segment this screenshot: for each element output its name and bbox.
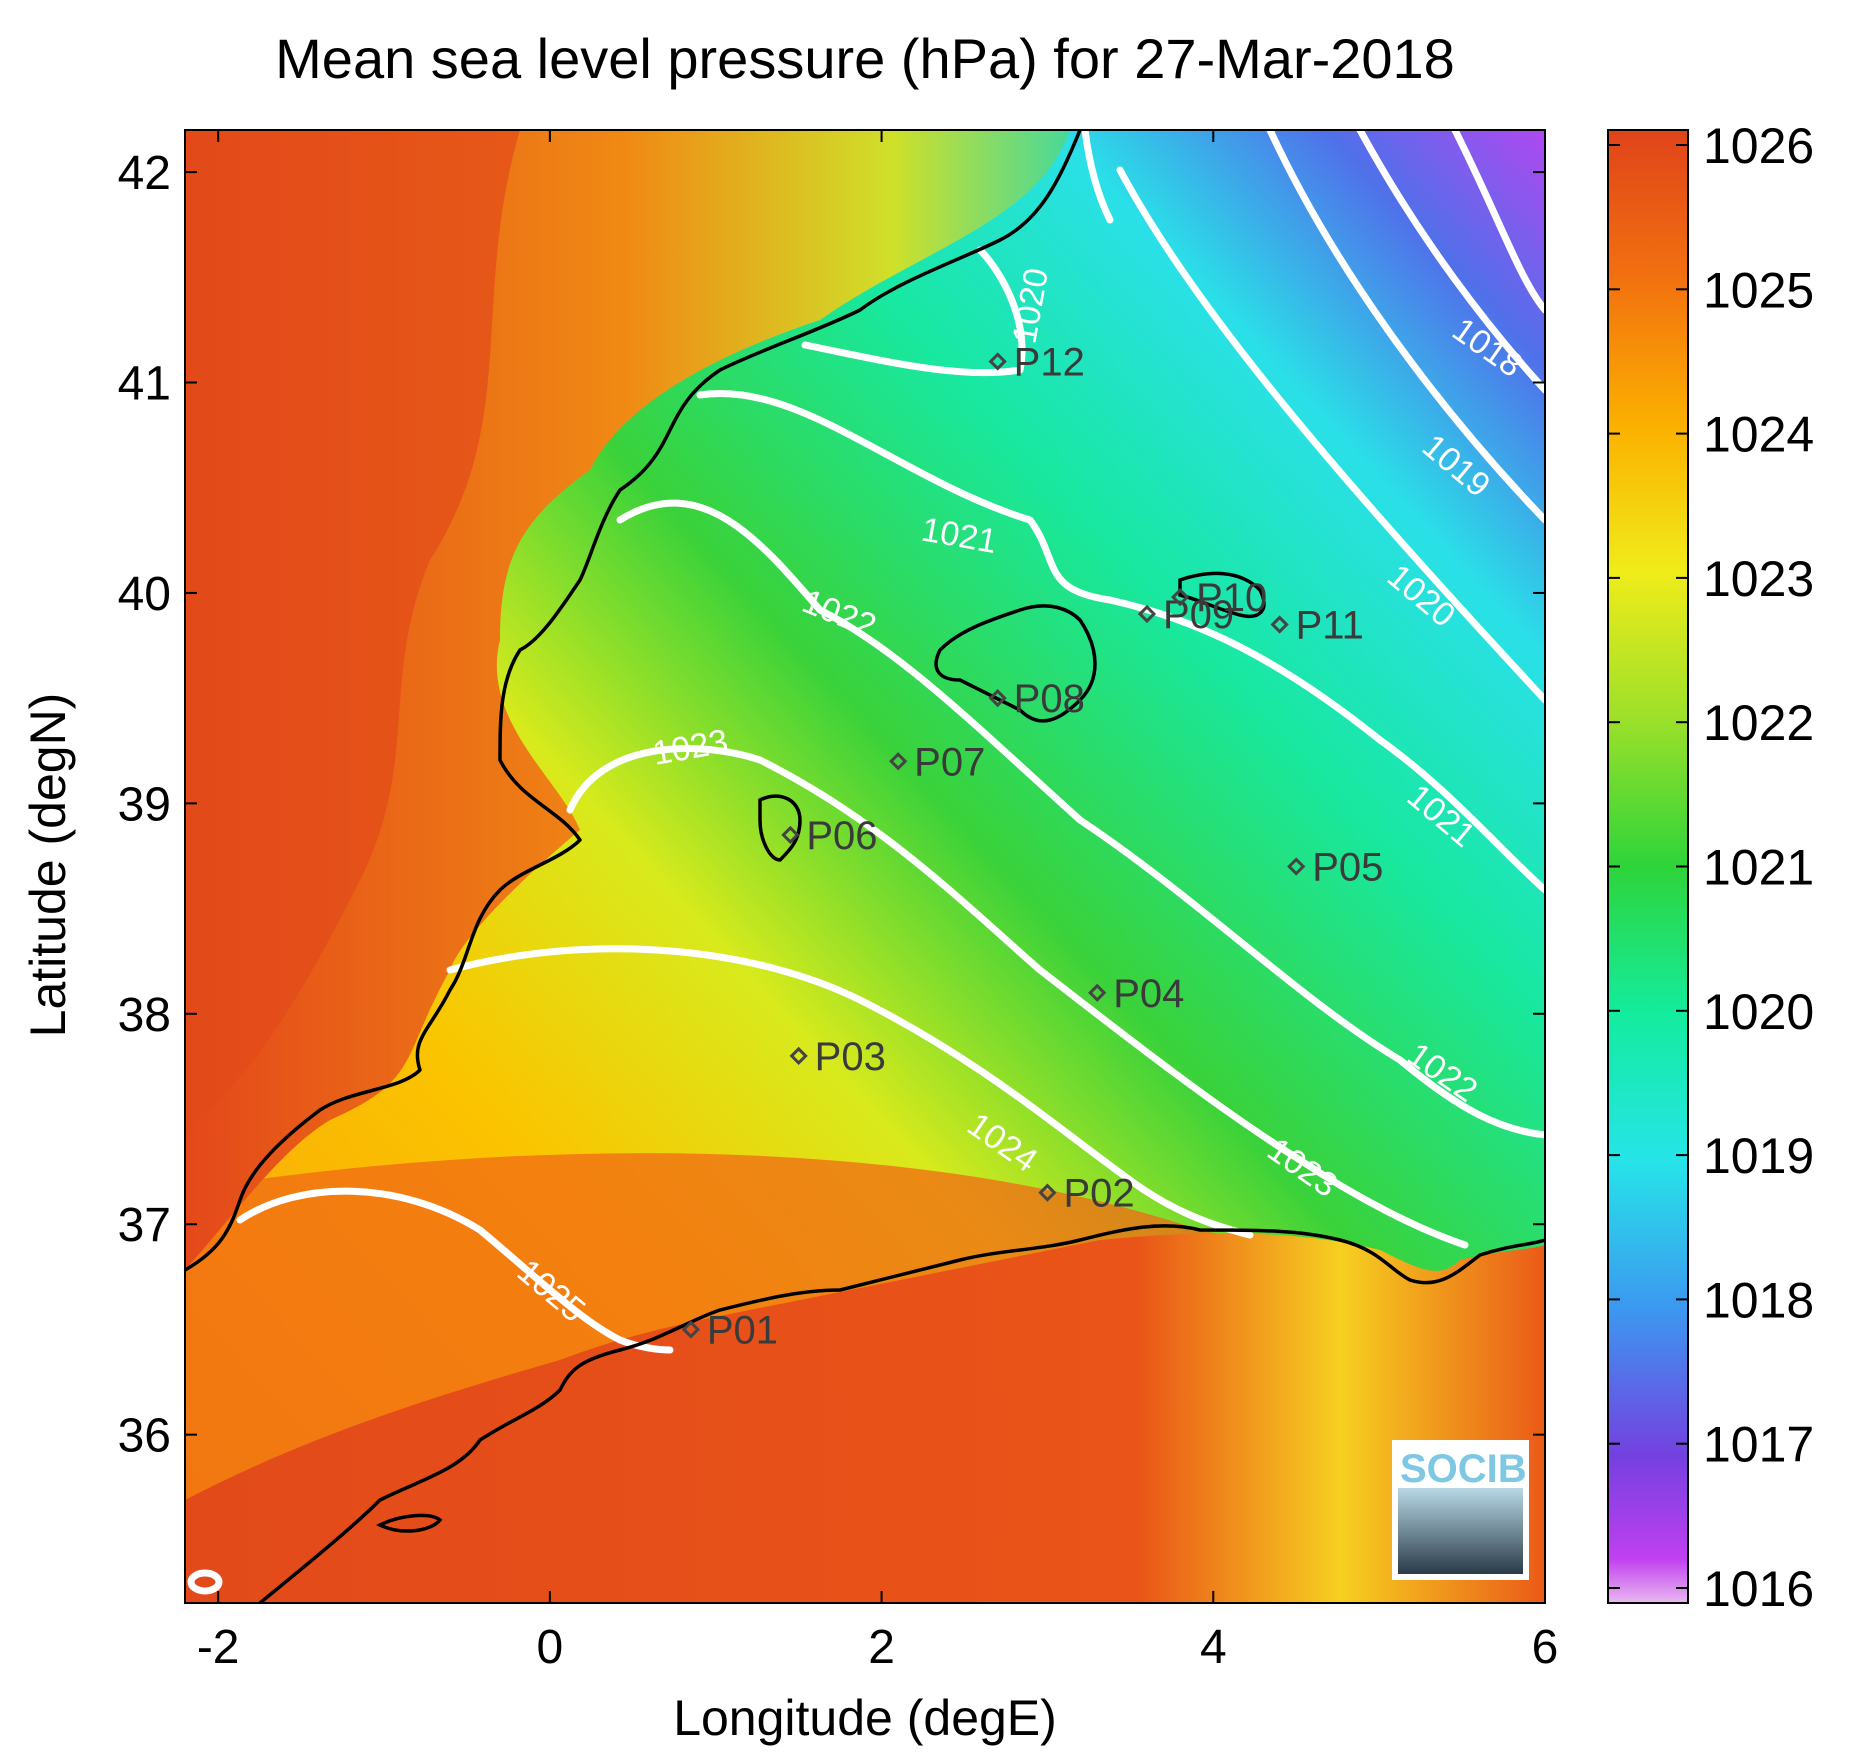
station-p06[interactable]: P06 (781, 814, 878, 858)
colorbar-tick-label: 1022 (1703, 695, 1814, 751)
island-mallorca (934, 604, 1097, 723)
colorbar-tick-label: 1020 (1703, 984, 1814, 1040)
station-label: P04 (1113, 972, 1184, 1016)
station-marker-icon (781, 825, 800, 845)
isobars (187, 130, 1545, 1595)
colorbar-tick-label: 1018 (1703, 1272, 1814, 1328)
island-menorca (1178, 571, 1266, 618)
station-p05[interactable]: P05 (1287, 846, 1383, 890)
station-marker-icon (988, 689, 1007, 708)
isobar-1020b (801, 246, 1026, 377)
chart-title: Mean sea level pressure (hPa) for 27-Mar… (275, 27, 1455, 90)
station-p03[interactable]: P03 (789, 1035, 886, 1079)
isobar-1020-north (1081, 130, 1114, 224)
station-label: P08 (1014, 677, 1085, 721)
station-marker-icon (1088, 983, 1107, 1002)
coastline-iberia (185, 130, 1082, 1272)
isobar-1019 (1266, 130, 1545, 524)
station-label: P06 (806, 814, 877, 858)
x-tick-label: -2 (197, 1621, 240, 1674)
iberia-interior (185, 130, 520, 1130)
station-marker-icon (1287, 857, 1306, 876)
socib-logo: SOCIB (1392, 1440, 1529, 1580)
station-marker-icon (1270, 615, 1289, 634)
station-marker-icon (889, 752, 908, 771)
station-p07[interactable]: P07 (889, 740, 985, 784)
colorbar-tick-label: 1023 (1703, 551, 1814, 607)
y-tick-label: 40 (118, 568, 171, 621)
colorbar-tick-label: 1019 (1703, 1128, 1814, 1184)
x-tick-label: 6 (1532, 1621, 1559, 1674)
plot-frame (184, 129, 1546, 1604)
station-marker-icon (1038, 1183, 1057, 1202)
station-label: P07 (914, 740, 985, 784)
station-label: P12 (1014, 340, 1085, 384)
y-axis-label: Latitude (degN) (20, 693, 76, 1038)
station-p08[interactable]: P08 (988, 677, 1085, 721)
colorbar-tick-label: 1016 (1703, 1561, 1814, 1617)
isobar-1020 (1116, 166, 1545, 704)
island-alboran (376, 1513, 443, 1533)
isobar-1018b (1356, 130, 1545, 394)
x-tick-label: 4 (1200, 1621, 1227, 1674)
isobar-1025 (236, 1187, 674, 1354)
north-africa-land (185, 1233, 1545, 1603)
colorbar-ticks: 1026 1025 1024 1023 1022 1021 1020 1019 1018 1017… (1608, 118, 1814, 1617)
station-marker-icon (681, 1320, 700, 1339)
y-tick-label: 36 (118, 1410, 171, 1463)
y-tick-label: 39 (118, 778, 171, 831)
colorbar-tick-label: 1024 (1703, 407, 1814, 463)
y-tick-label: 42 (118, 147, 171, 200)
island-ibiza (758, 794, 802, 862)
colorbar-tick-label: 1017 (1703, 1417, 1814, 1473)
station-label: P10 (1196, 576, 1267, 620)
station-label: P05 (1312, 846, 1383, 890)
station-marker-icon (988, 352, 1007, 371)
station-p01[interactable]: P01 (681, 1308, 778, 1352)
station-marker-icon (1170, 588, 1190, 607)
station-marker-icon (789, 1046, 808, 1066)
y-axis-ticks: 42 41 40 39 38 37 36 (118, 147, 1545, 1463)
station-p12[interactable]: P12 (988, 340, 1085, 384)
station-label: P01 (707, 1308, 778, 1352)
y-tick-label: 37 (118, 1199, 171, 1252)
station-p10[interactable]: P10 (1170, 576, 1267, 620)
isobar-1021 (696, 390, 1545, 894)
x-axis-ticks: -2 0 2 4 6 (197, 130, 1559, 1674)
y-tick-label: 41 (118, 358, 171, 411)
isobar-1018 (1451, 130, 1545, 314)
station-p04[interactable]: P04 (1088, 972, 1184, 1016)
logo-image (1398, 1488, 1523, 1574)
pressure-field (185, 130, 1545, 1603)
x-tick-label: 2 (868, 1621, 895, 1674)
isobar-1022 (616, 499, 1545, 1139)
isobar-1024 (446, 945, 1254, 1239)
logo-text: SOCIB (1400, 1447, 1527, 1491)
isobar-1023 (566, 745, 1469, 1249)
station-label: P02 (1063, 1172, 1134, 1216)
colorbar-tick-label: 1021 (1703, 840, 1814, 896)
x-axis-label: Longitude (degE) (673, 1690, 1057, 1746)
station-marker-icon (1137, 604, 1157, 624)
y-tick-label: 38 (118, 989, 171, 1042)
station-p02[interactable]: P02 (1038, 1172, 1135, 1216)
colorbar-tick-label: 1026 (1703, 118, 1814, 174)
isobar-1025-small (187, 1569, 223, 1595)
coastline-north-africa (258, 1224, 1545, 1603)
colorbar-tick-label: 1025 (1703, 262, 1814, 318)
station-label: P03 (815, 1035, 886, 1079)
station-label: P11 (1296, 604, 1364, 648)
station-p11[interactable]: P11 (1270, 604, 1364, 648)
x-tick-label: 0 (537, 1621, 564, 1674)
